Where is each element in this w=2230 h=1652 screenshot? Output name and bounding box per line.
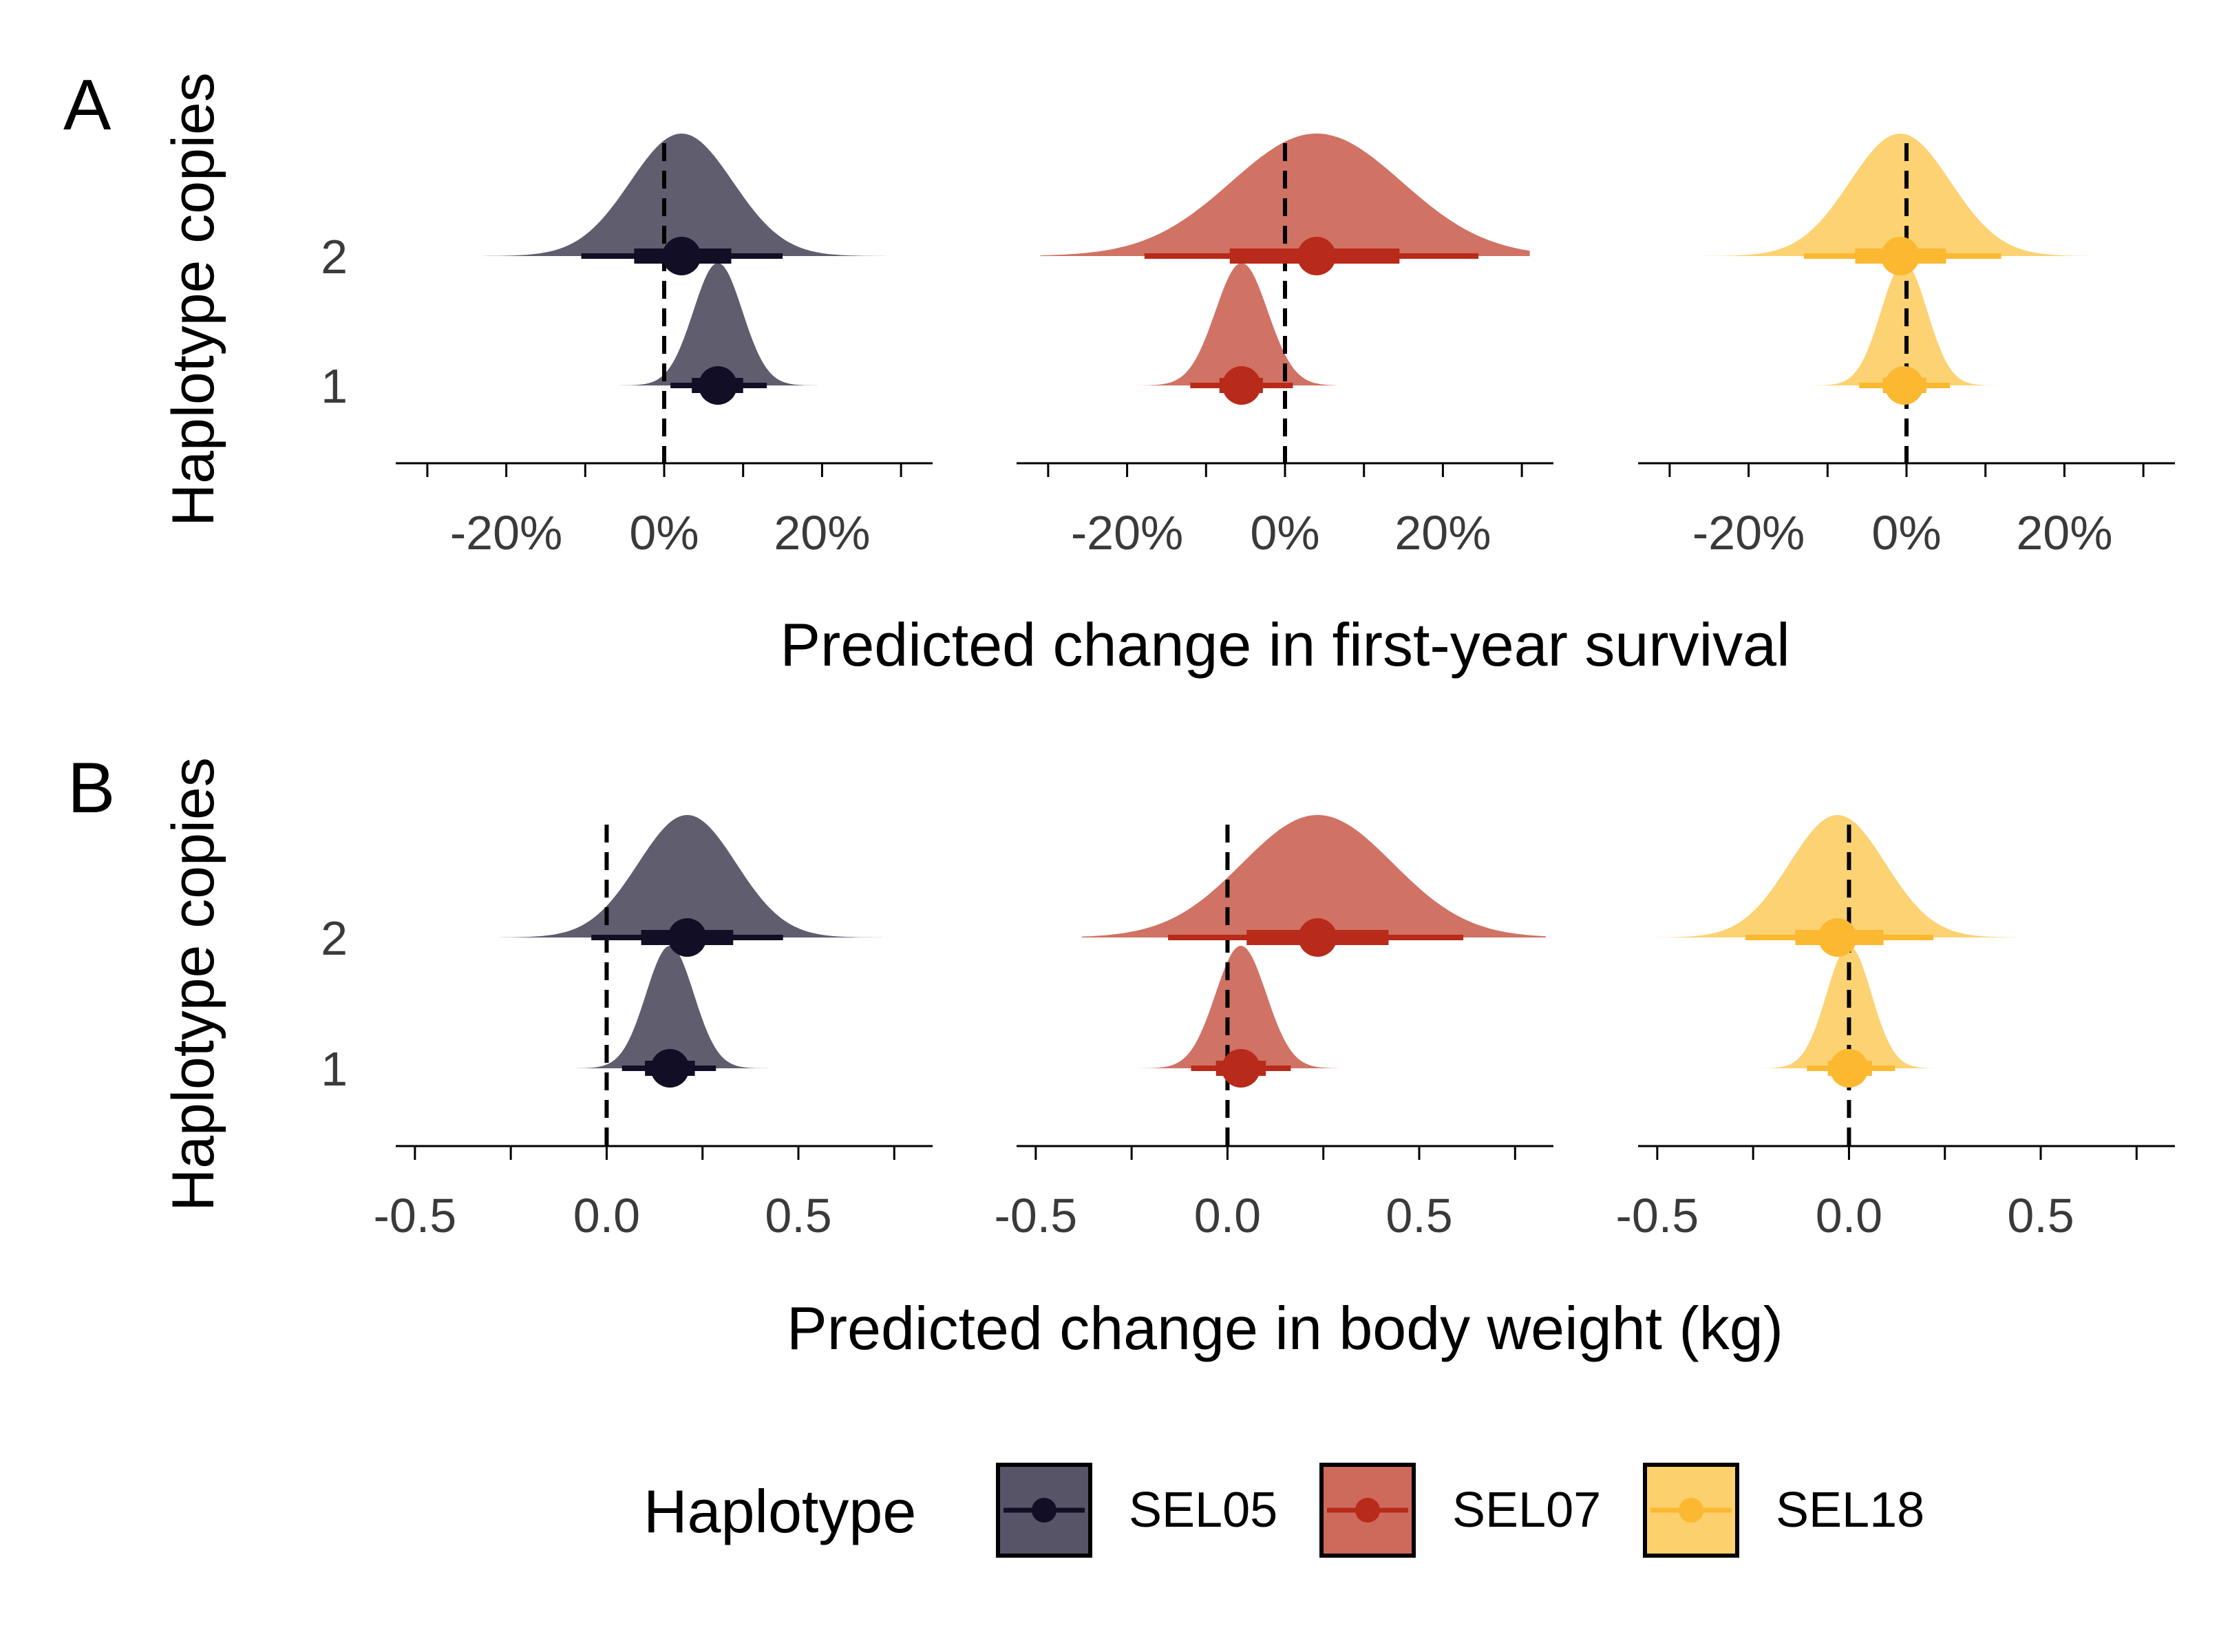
legend-key-point (1355, 1498, 1380, 1523)
x-tick-label: 0.5 (1385, 1189, 1452, 1242)
legend-item-sel05: SEL05 (996, 1463, 1277, 1558)
median-point-sel05-copies-2 (668, 918, 707, 957)
median-point-sel05-copies-1 (699, 366, 737, 405)
x-tick-label: -20% (1692, 506, 1805, 560)
plot-panels: 1 2 -20% 0% 20% -20% 0% 20% -20% 0% 20% 1 2 -0.5 0.0 0.… (321, 134, 2175, 1242)
y-tick-label-1: 1 (321, 359, 348, 413)
x-tick-label: 20% (774, 506, 870, 560)
median-point-sel18-copies-1 (1829, 1049, 1869, 1088)
legend-label-sel07: SEL07 (1452, 1483, 1601, 1538)
facet-sel07: -20% 0% 20% (1017, 134, 1553, 560)
panel-a-y-axis-title: Haplotype copies (160, 72, 226, 527)
median-point-sel07-copies-2 (1297, 237, 1336, 275)
facet-sel18: -0.5 0.0 0.5 (1616, 815, 2175, 1242)
x-tick-label: 0% (1250, 506, 1319, 560)
y-tick-label-2: 2 (321, 911, 348, 965)
legend-item-sel18: SEL18 (1643, 1463, 1924, 1558)
density-sel18-copies-1 (1796, 263, 2010, 385)
x-tick-label: 20% (2016, 506, 2112, 560)
panel-b-label: B (67, 748, 115, 828)
panel-a-label: A (63, 65, 111, 145)
legend-key-point (1679, 1498, 1703, 1523)
x-tick-label: 0.0 (1816, 1189, 1882, 1242)
median-point-sel18-copies-2 (1818, 918, 1857, 957)
x-tick-label: -0.5 (1616, 1189, 1699, 1242)
panel-a-x-axis-title: Predicted change in first-year survival (780, 611, 1790, 679)
panel-a: 1 2 -20% 0% 20% -20% 0% 20% -20% 0% 20% (321, 134, 2175, 560)
facet-sel05: -0.5 0.0 0.5 (374, 815, 933, 1242)
x-tick-label: 0.0 (573, 1189, 640, 1242)
density-sel05-copies-2 (482, 134, 886, 256)
facet-sel18: -20% 0% 20% (1638, 134, 2175, 560)
median-point-sel05-copies-2 (662, 237, 701, 275)
legend-item-sel07: SEL07 (1319, 1463, 1601, 1558)
x-tick-label: -0.5 (374, 1189, 457, 1242)
y-tick-label-1: 1 (321, 1042, 348, 1096)
x-tick-label: 20% (1394, 506, 1491, 560)
median-point-sel05-copies-1 (650, 1049, 690, 1088)
median-point-sel07-copies-1 (1221, 1049, 1260, 1088)
legend-key-point (1032, 1498, 1056, 1523)
legend-label-sel05: SEL05 (1129, 1483, 1277, 1538)
x-tick-label: -20% (1071, 506, 1183, 560)
panel-b-x-axis-title: Predicted change in body weight (kg) (787, 1294, 1783, 1362)
legend: Haplotype SEL05 SEL07 SEL18 (644, 1463, 1924, 1558)
x-tick-label: 0.5 (765, 1189, 831, 1242)
median-point-sel07-copies-2 (1298, 918, 1337, 957)
density-sel07-copies-1 (1139, 946, 1339, 1068)
median-point-sel07-copies-1 (1222, 366, 1261, 405)
density-sel07-copies-2 (1081, 815, 1546, 938)
legend-label-sel18: SEL18 (1776, 1483, 1924, 1538)
facet-sel05: -20% 0% 20% (396, 134, 933, 560)
panel-b-y-axis-title: Haplotype copies (160, 757, 226, 1211)
legend-title: Haplotype (644, 1477, 916, 1545)
x-tick-label: -0.5 (995, 1189, 1078, 1242)
x-tick-label: 0% (1871, 506, 1941, 560)
x-tick-label: -20% (450, 506, 562, 560)
median-point-sel18-copies-1 (1884, 366, 1924, 405)
y-tick-label-2: 2 (321, 230, 348, 284)
density-sel05-copies-2 (499, 815, 883, 938)
density-sel18-copies-2 (1657, 815, 2018, 938)
density-sel07-copies-1 (1131, 263, 1337, 385)
density-sel05-copies-1 (617, 263, 818, 385)
facet-sel07: -0.5 0.0 0.5 (995, 815, 1553, 1242)
x-tick-label: 0.5 (2007, 1189, 2074, 1242)
panel-b: 1 2 -0.5 0.0 0.5 -0.5 0.0 0.5 -0.5 0.0 0.5 (321, 815, 2175, 1242)
median-point-sel18-copies-2 (1880, 237, 1920, 275)
x-tick-label: 0.0 (1194, 1189, 1261, 1242)
x-tick-label: 0% (629, 506, 699, 560)
density-sel18-copies-2 (1701, 134, 2088, 256)
density-sel05-copies-1 (575, 946, 772, 1068)
density-sel07-copies-2 (1040, 134, 1530, 256)
